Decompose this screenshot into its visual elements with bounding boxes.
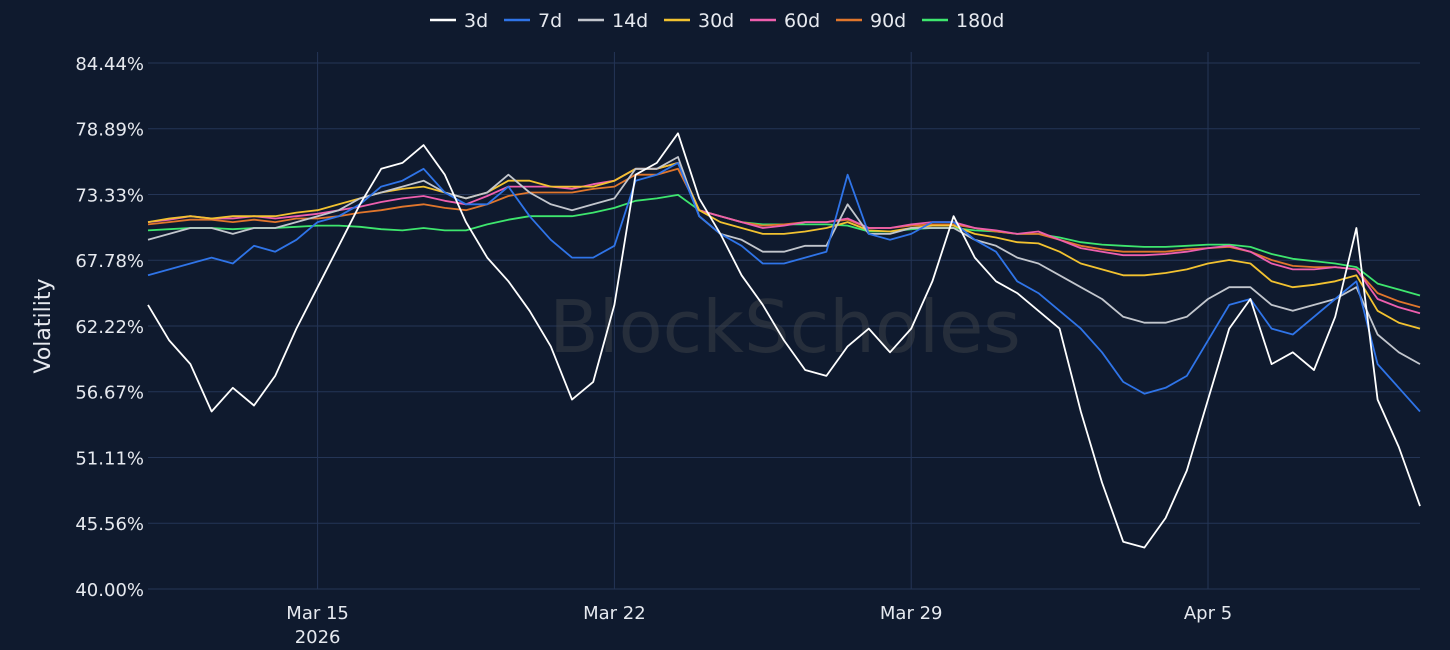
- y-tick-labels: 84.44% 78.89% 73.33% 67.78% 62.22% 56.67% 51.1…: [75, 54, 144, 601]
- legend: 3d 7d 14d 30d 60d 90d 180d: [430, 10, 1004, 32]
- y-tick-label: 51.11%: [75, 449, 144, 470]
- x-tick-label: Mar 29: [880, 603, 943, 624]
- series-layer: [147, 132, 1421, 549]
- legend-item-14d[interactable]: 14d: [578, 10, 648, 32]
- x-tick-labels: Mar 15 2026 Mar 22 Mar 29 Apr 5: [286, 603, 1232, 648]
- x-tick-label: Apr 5: [1184, 603, 1232, 624]
- watermark: BlockScholes: [549, 285, 1021, 369]
- legend-label: 3d: [464, 10, 488, 32]
- series-line-14d: [147, 156, 1421, 365]
- legend-item-7d[interactable]: 7d: [504, 10, 562, 32]
- y-tick-label: 84.44%: [75, 54, 144, 75]
- grid-layer: [148, 52, 1420, 590]
- legend-label: 60d: [784, 10, 820, 32]
- x-tick-label: Mar 22: [583, 603, 646, 624]
- series-line-3d: [147, 132, 1421, 549]
- series-line-60d: [147, 162, 1421, 315]
- y-tick-label: 73.33%: [75, 186, 144, 207]
- legend-item-90d[interactable]: 90d: [836, 10, 906, 32]
- y-tick-label: 67.78%: [75, 251, 144, 272]
- y-tick-label: 62.22%: [75, 317, 144, 338]
- legend-label: 180d: [956, 10, 1004, 32]
- legend-item-180d[interactable]: 180d: [922, 10, 1004, 32]
- y-tick-label: 78.89%: [75, 120, 144, 141]
- y-tick-label: 45.56%: [75, 514, 144, 535]
- legend-label: 30d: [698, 10, 734, 32]
- x-tick-sublabel: 2026: [295, 627, 341, 648]
- legend-item-60d[interactable]: 60d: [750, 10, 820, 32]
- legend-label: 7d: [538, 10, 562, 32]
- x-tick-label: Mar 15: [286, 603, 349, 624]
- y-axis-title: Volatility: [31, 278, 56, 373]
- legend-label: 14d: [612, 10, 648, 32]
- legend-item-3d[interactable]: 3d: [430, 10, 488, 32]
- legend-label: 90d: [870, 10, 906, 32]
- y-tick-label: 56.67%: [75, 383, 144, 404]
- legend-item-30d[interactable]: 30d: [664, 10, 734, 32]
- y-tick-label: 40.00%: [75, 580, 144, 601]
